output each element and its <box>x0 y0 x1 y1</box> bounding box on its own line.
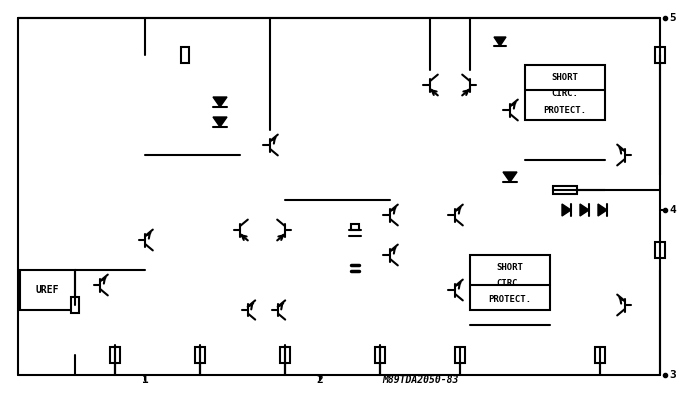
Bar <box>181 47 189 63</box>
Polygon shape <box>598 204 607 216</box>
Bar <box>655 242 665 258</box>
Bar <box>375 347 385 363</box>
Text: SHORT: SHORT <box>552 72 578 82</box>
Bar <box>351 224 359 230</box>
Bar <box>280 347 290 363</box>
Text: 2: 2 <box>316 375 323 385</box>
Text: PROTECT.: PROTECT. <box>488 295 531 305</box>
Text: 3: 3 <box>669 370 676 380</box>
Text: 5: 5 <box>669 13 676 23</box>
Bar <box>110 347 120 363</box>
Text: UREF: UREF <box>35 285 59 295</box>
Text: 1: 1 <box>142 375 149 385</box>
Polygon shape <box>562 204 571 216</box>
Polygon shape <box>494 37 506 46</box>
Bar <box>525 65 605 120</box>
Bar <box>71 297 79 313</box>
Bar <box>20 270 75 310</box>
Polygon shape <box>503 172 517 182</box>
Text: M89TDA2050-83: M89TDA2050-83 <box>382 375 458 385</box>
Bar <box>195 347 205 363</box>
Polygon shape <box>213 97 227 107</box>
Text: PROTECT.: PROTECT. <box>544 105 587 114</box>
Polygon shape <box>580 204 589 216</box>
Bar <box>553 186 577 194</box>
Bar <box>470 255 550 310</box>
Polygon shape <box>213 117 227 127</box>
Text: SHORT: SHORT <box>496 263 524 272</box>
Bar <box>455 347 465 363</box>
Text: CIRC.: CIRC. <box>552 88 578 97</box>
Text: CIRC.: CIRC. <box>496 278 524 287</box>
Bar <box>655 47 665 63</box>
Bar <box>595 347 605 363</box>
Text: 4: 4 <box>669 205 676 215</box>
